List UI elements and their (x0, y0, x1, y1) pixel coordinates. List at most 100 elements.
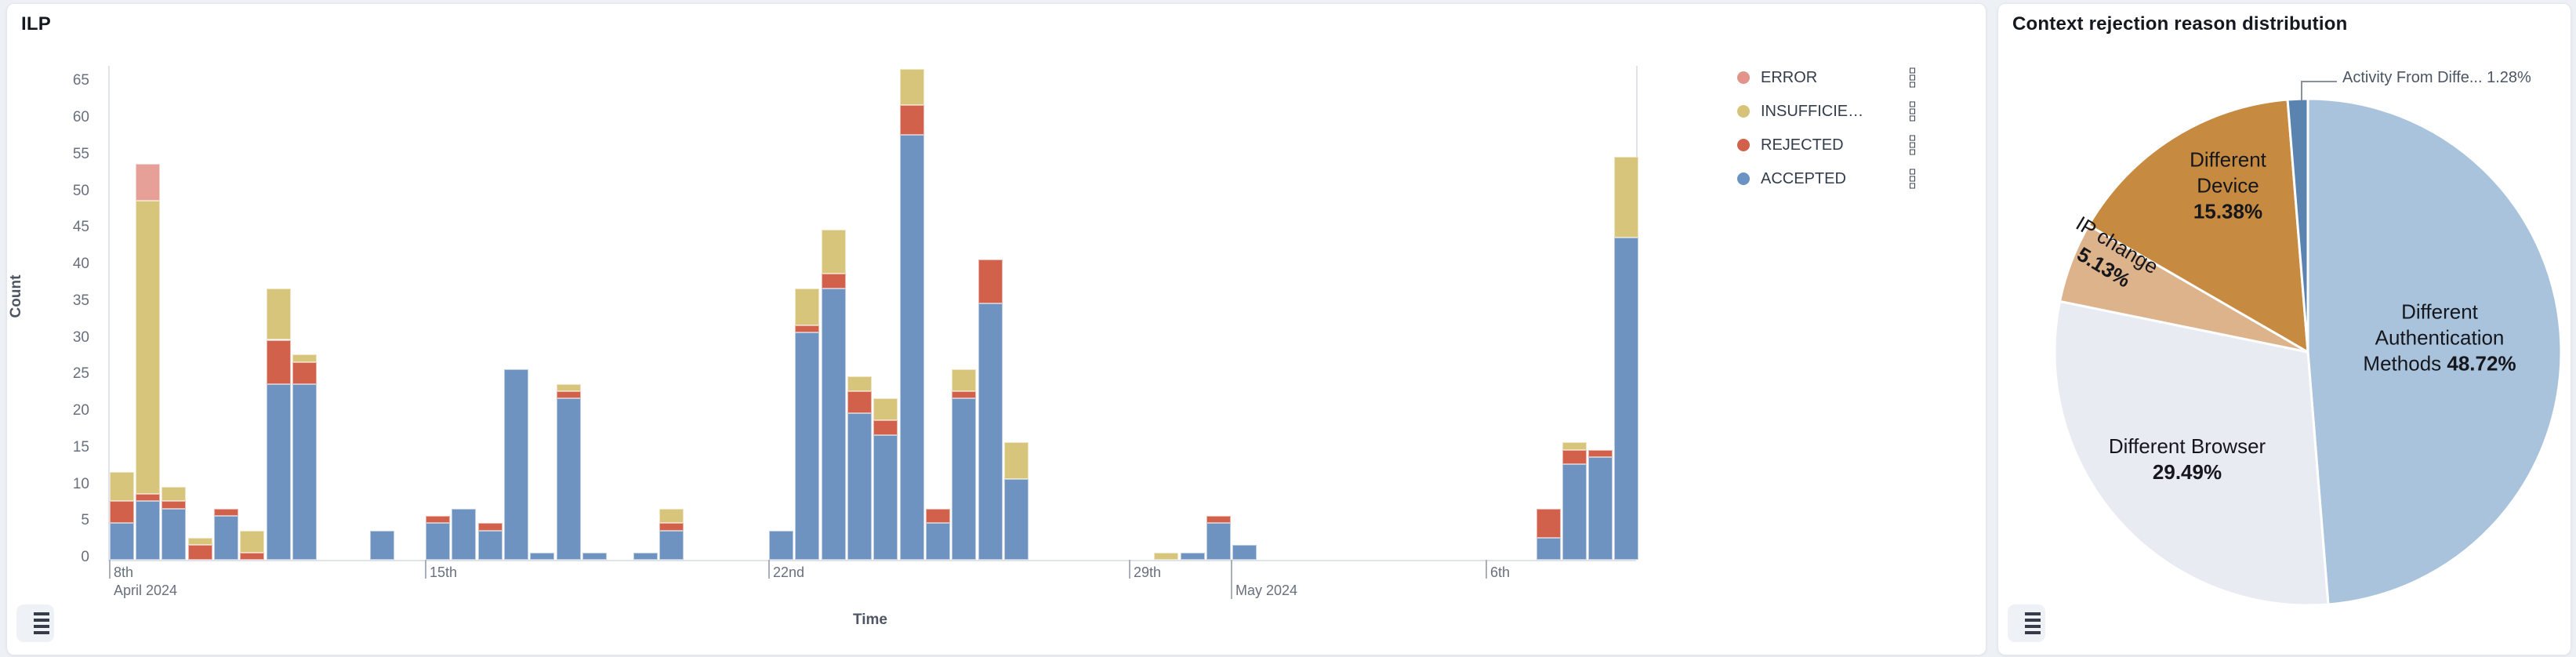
bar-segment-insufficient[interactable] (822, 230, 846, 274)
bar[interactable] (292, 354, 317, 560)
bar-segment-accepted[interactable] (1206, 523, 1231, 560)
bar-segment-rejected[interactable] (1206, 515, 1231, 524)
bar-segment-insufficient[interactable] (1004, 442, 1029, 480)
bar[interactable] (795, 289, 819, 560)
bar-segment-insufficient[interactable] (952, 368, 976, 391)
bar[interactable] (452, 508, 476, 560)
legend-item-rejected[interactable]: REJECTED (1737, 133, 1844, 157)
bar-segment-accepted[interactable] (214, 515, 238, 560)
bar-segment-accepted[interactable] (847, 413, 872, 560)
bar[interactable] (214, 508, 238, 560)
bar-segment-rejected[interactable] (214, 508, 238, 516)
bar-segment-accepted[interactable] (633, 552, 658, 560)
bar[interactable] (978, 259, 1003, 560)
bar-segment-accepted[interactable] (582, 552, 607, 560)
bar[interactable] (952, 368, 976, 560)
show-legend-button[interactable] (2008, 604, 2045, 642)
bar-segment-insufficient[interactable] (292, 354, 317, 362)
bar-segment-insufficient[interactable] (161, 486, 186, 502)
bar-segment-error[interactable] (136, 164, 160, 201)
bar-segment-accepted[interactable] (1588, 457, 1613, 560)
bar-segment-rejected[interactable] (952, 390, 976, 399)
bar-segment-accepted[interactable] (110, 523, 134, 560)
bar-segment-accepted[interactable] (530, 552, 554, 560)
bar[interactable] (1588, 449, 1613, 560)
bar-segment-insufficient[interactable] (1154, 552, 1178, 560)
bar-segment-insufficient[interactable] (1562, 442, 1587, 450)
bar-segment-rejected[interactable] (292, 361, 317, 384)
bar-segment-rejected[interactable] (161, 501, 186, 509)
bar-segment-accepted[interactable] (452, 508, 476, 560)
bar-segment-accepted[interactable] (822, 289, 846, 560)
bar-segment-insufficient[interactable] (659, 508, 684, 524)
bar-segment-insufficient[interactable] (847, 376, 872, 391)
bar-segment-accepted[interactable] (478, 530, 503, 560)
bar-segment-insufficient[interactable] (873, 398, 898, 421)
bar[interactable] (504, 368, 528, 560)
bar-segment-accepted[interactable] (370, 530, 394, 560)
bar-segment-accepted[interactable] (557, 398, 581, 560)
bar[interactable] (582, 552, 607, 560)
bar-segment-rejected[interactable] (873, 420, 898, 436)
bar-segment-accepted[interactable] (900, 134, 924, 560)
bar[interactable] (240, 530, 264, 560)
bar[interactable] (1181, 552, 1205, 560)
legend-drag-handle-icon[interactable] (1910, 135, 1915, 155)
bar[interactable] (822, 230, 846, 560)
bar-segment-insufficient[interactable] (557, 383, 581, 391)
bar[interactable] (633, 552, 658, 560)
bar-segment-rejected[interactable] (136, 493, 160, 502)
bar[interactable] (1154, 552, 1178, 560)
bar[interactable] (873, 398, 898, 560)
bar[interactable] (659, 508, 684, 560)
bar-segment-rejected[interactable] (847, 390, 872, 413)
bar[interactable] (900, 68, 924, 560)
bar-segment-insufficient[interactable] (188, 537, 212, 546)
bar-segment-rejected[interactable] (1537, 508, 1561, 538)
bar[interactable] (847, 376, 872, 560)
bar-segment-rejected[interactable] (188, 545, 212, 560)
bar-segment-rejected[interactable] (1562, 449, 1587, 465)
legend-drag-handle-icon[interactable] (1910, 101, 1915, 122)
bar[interactable] (478, 523, 503, 560)
bar[interactable] (370, 530, 394, 560)
bar-segment-accepted[interactable] (161, 508, 186, 560)
bar[interactable] (1232, 545, 1257, 560)
bar-segment-rejected[interactable] (900, 105, 924, 135)
bar-segment-insufficient[interactable] (240, 530, 264, 553)
bar[interactable] (136, 164, 160, 560)
bar[interactable] (1537, 508, 1561, 560)
bar-segment-rejected[interactable] (240, 552, 264, 560)
bar-segment-rejected[interactable] (978, 259, 1003, 303)
bar-segment-rejected[interactable] (659, 523, 684, 531)
bar-segment-accepted[interactable] (1181, 552, 1205, 560)
bar-segment-insufficient[interactable] (267, 289, 291, 340)
bar-segment-insufficient[interactable] (136, 200, 160, 494)
bar-segment-accepted[interactable] (1614, 237, 1638, 560)
show-legend-button[interactable] (16, 604, 54, 642)
bar-segment-rejected[interactable] (926, 508, 950, 524)
bar-segment-insufficient[interactable] (795, 289, 819, 325)
bar[interactable] (1614, 156, 1638, 560)
legend-item-insufficie[interactable]: INSUFFICIE… (1737, 100, 1863, 123)
bar-segment-rejected[interactable] (795, 325, 819, 333)
legend-drag-handle-icon[interactable] (1910, 67, 1915, 88)
bar[interactable] (557, 383, 581, 560)
bar-segment-accepted[interactable] (426, 523, 450, 560)
bar-segment-insufficient[interactable] (900, 68, 924, 106)
bar[interactable] (926, 508, 950, 560)
bar-segment-accepted[interactable] (795, 332, 819, 560)
bar[interactable] (188, 537, 212, 560)
bar-segment-rejected[interactable] (822, 274, 846, 289)
bar[interactable] (426, 515, 450, 560)
legend-drag-handle-icon[interactable] (1910, 169, 1915, 189)
bar-segment-accepted[interactable] (1562, 464, 1587, 560)
bar-segment-accepted[interactable] (1004, 479, 1029, 560)
bar-segment-accepted[interactable] (769, 530, 793, 560)
bar[interactable] (769, 530, 793, 560)
legend-item-accepted[interactable]: ACCEPTED (1737, 167, 1846, 191)
bar-segment-accepted[interactable] (873, 435, 898, 560)
bar[interactable] (530, 552, 554, 560)
bar-segment-accepted[interactable] (267, 383, 291, 560)
bar-segment-accepted[interactable] (1232, 545, 1257, 560)
